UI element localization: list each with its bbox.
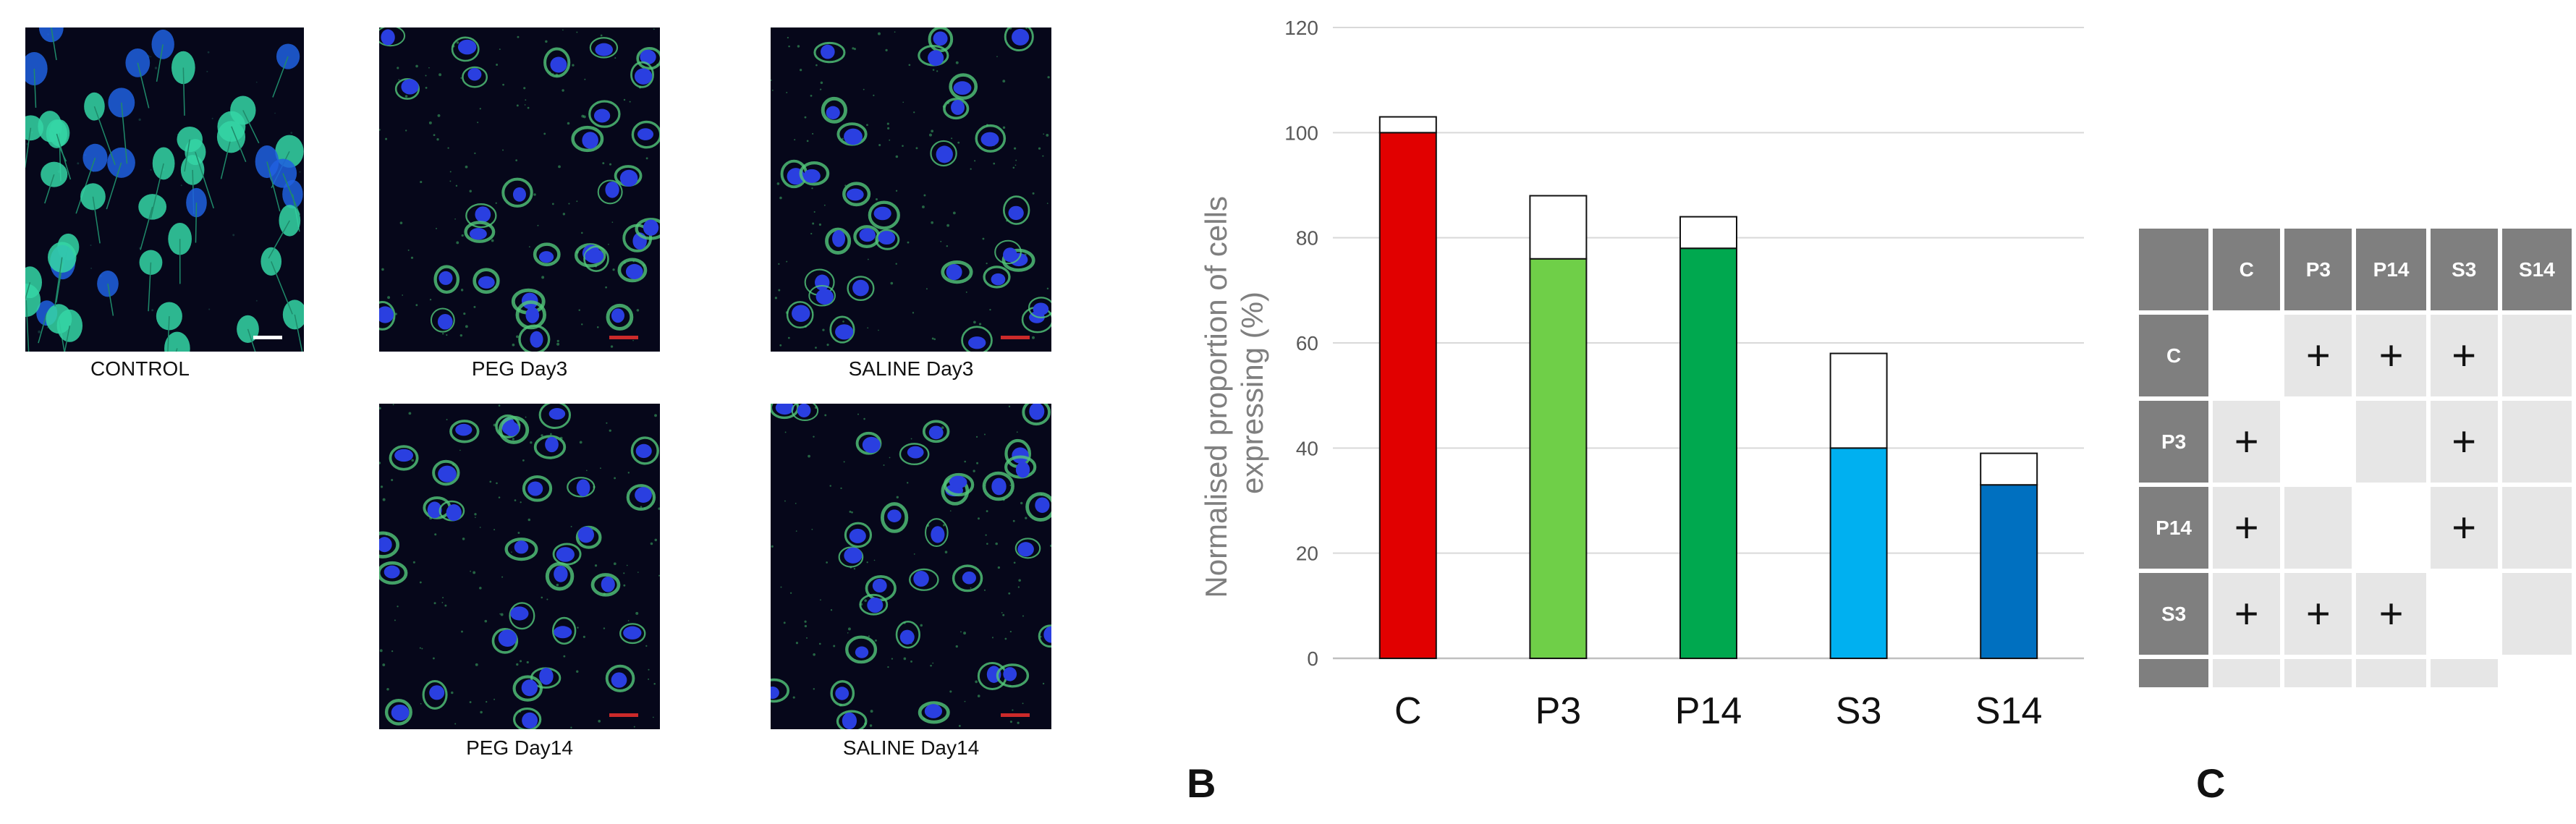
micrograph-saline-day14-label: SALINE Day14 <box>842 736 980 759</box>
table-cell: + <box>2213 573 2281 655</box>
micrograph-peg-day3-image <box>379 27 660 352</box>
scale-bar <box>1001 336 1030 339</box>
chart-y-axis-label: Normalised proportion of cells expressin… <box>1199 187 1269 598</box>
table-row: S3 + + + <box>2139 573 2572 655</box>
chart-bar-lower <box>1529 258 1588 659</box>
table-row: C + + + <box>2139 315 2572 396</box>
table-cell: + <box>2356 315 2426 396</box>
chart-y-tick-label: 40 <box>1296 437 1318 459</box>
chart-bar-lower <box>1679 247 1737 659</box>
table-row-header: P3 <box>2139 401 2209 483</box>
table-cell: + <box>2284 315 2352 396</box>
scale-bar <box>609 336 638 339</box>
micrograph-peg-day14-label: PEG Day14 <box>466 736 573 759</box>
table-corner-cell <box>2139 229 2209 310</box>
chart-x-tick-label: P14 <box>1675 690 1742 732</box>
table-cell: + <box>2356 659 2426 687</box>
chart-y-tick-label: 60 <box>1296 332 1318 354</box>
micrograph-control <box>25 27 304 352</box>
micrograph-saline-day3 <box>771 27 1051 352</box>
table-cell <box>2501 487 2572 569</box>
chart-y-tick-label: 20 <box>1296 543 1318 565</box>
table-column-header: P14 <box>2356 229 2426 310</box>
micrograph-saline-day3-label: SALINE Day3 <box>848 357 974 380</box>
chart-bar-lower <box>1829 447 1888 659</box>
micrograph-control-image <box>25 27 304 352</box>
table-cell <box>2430 659 2498 687</box>
micrograph-saline-day3-image <box>771 27 1051 352</box>
chart-x-ticks: C P3 P14 S3 S14 <box>1394 690 2042 732</box>
chart-x-tick-label: C <box>1394 690 1422 732</box>
table-cell <box>2356 487 2426 569</box>
chart-y-tick-label: 120 <box>1284 17 1318 39</box>
chart-bar-lower <box>1980 484 2038 660</box>
table-cell: + <box>2430 315 2498 396</box>
table-row: P14 + + <box>2139 487 2572 569</box>
chart-bar-upper <box>1980 452 2038 486</box>
table-cell <box>2501 401 2572 483</box>
micrograph-control-label: CONTROL <box>90 357 190 380</box>
table-cell <box>2284 401 2352 483</box>
table-cell <box>2356 401 2426 483</box>
chart-y-ticks: 0 20 40 60 80 100 120 <box>1284 17 1318 670</box>
scale-bar <box>253 336 282 339</box>
chart-x-tick-label: P3 <box>1535 690 1582 732</box>
table-cell <box>2430 573 2498 655</box>
table-cell: + <box>2284 659 2352 687</box>
table-cell: + <box>2284 573 2352 655</box>
panel-label-b: B <box>1187 760 1216 806</box>
table-column-header: C <box>2213 229 2281 310</box>
panel-label-c: C <box>2196 760 2226 806</box>
micrograph-saline-day14-image <box>771 404 1051 729</box>
table-row: S14+++ <box>2139 659 2572 687</box>
chart-x-tick-label: S14 <box>1975 690 2043 732</box>
table-cell <box>2501 659 2572 687</box>
scale-bar <box>1001 713 1030 717</box>
chart-bar-upper <box>1679 216 1737 250</box>
chart-y-tick-label: 80 <box>1296 227 1318 250</box>
chart-x-tick-label: S3 <box>1836 690 1882 732</box>
chart-bar-upper <box>1529 195 1588 260</box>
micrograph-peg-day3-label: PEG Day3 <box>471 357 568 380</box>
chart-y-tick-label: 100 <box>1284 122 1318 144</box>
micrograph-peg-day14 <box>379 404 660 729</box>
table-cell <box>2284 487 2352 569</box>
micrograph-saline-day14 <box>771 404 1051 729</box>
table-cell: + <box>2213 401 2281 483</box>
micrograph-peg-day14-image <box>379 404 660 729</box>
table-column-header: S3 <box>2430 229 2498 310</box>
bar-chart: 0 20 40 60 80 100 120 C P3 P14 S3 S14 Normalised p… <box>1199 17 2084 732</box>
table-cell: + <box>2430 401 2498 483</box>
table-cell: + <box>2213 659 2281 687</box>
table-cell: + <box>2213 487 2281 569</box>
table-cell <box>2213 315 2281 396</box>
table-row-header: S3 <box>2139 573 2209 655</box>
chart-bar-upper <box>1378 116 1437 134</box>
chart-bar-lower <box>1378 132 1437 660</box>
table-column-header: S14 <box>2501 229 2572 310</box>
chart-y-tick-label: 0 <box>1307 647 1318 670</box>
table-column-header: P3 <box>2284 229 2352 310</box>
scale-bar <box>609 713 638 717</box>
table-cell <box>2501 315 2572 396</box>
table-row: P3 + + <box>2139 401 2572 483</box>
table-cell <box>2501 573 2572 655</box>
table-row-header: P14 <box>2139 487 2209 569</box>
chart-bar-upper <box>1829 352 1888 449</box>
table-row-header: S14 <box>2139 659 2209 687</box>
table-cell: + <box>2356 573 2426 655</box>
table-row-header: C <box>2139 315 2209 396</box>
chart-bars <box>1378 116 2038 660</box>
micrograph-peg-day3 <box>379 27 660 352</box>
table-cell: + <box>2430 487 2498 569</box>
table-header-row: C P3 P14 S3 S14 <box>2139 229 2572 310</box>
